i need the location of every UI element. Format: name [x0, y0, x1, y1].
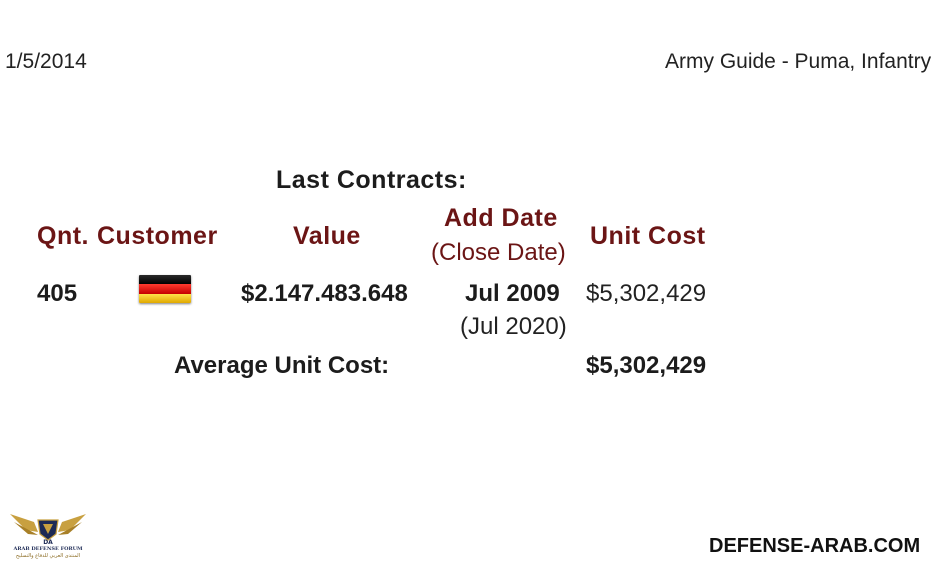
column-header-value: Value: [293, 222, 361, 250]
column-header-unit-cost: Unit Cost: [590, 222, 706, 250]
average-label: Average Unit Cost:: [174, 352, 390, 379]
average-value: $5,302,429: [586, 352, 707, 379]
row-qnt: 405: [37, 280, 78, 307]
row-unit-cost: $5,302,429: [586, 280, 707, 307]
row-close-date: (Jul 2020): [460, 313, 567, 340]
page-date: 1/5/2014: [5, 50, 87, 73]
column-header-qnt: Qnt.: [37, 222, 89, 250]
page-title: Army Guide - Puma, Infantry: [665, 50, 932, 73]
arab-defense-forum-logo: DA ARAB DEFENSE FORUM المنتدى العربي للد…: [8, 508, 88, 560]
section-title: Last Contracts:: [276, 166, 467, 194]
column-header-add-date: Add Date: [444, 204, 558, 232]
logo-arabic-text: المنتدى العربي للدفاع والتسليح: [15, 553, 81, 559]
column-header-customer: Customer: [97, 222, 218, 250]
site-watermark: DEFENSE-ARAB.COM: [709, 535, 921, 557]
logo-top-text: DA: [43, 539, 53, 546]
row-value: $2.147.483.648: [241, 280, 408, 307]
column-header-close-date: (Close Date): [431, 239, 566, 266]
logo-name-text: ARAB DEFENSE FORUM: [13, 546, 83, 552]
eagle-wings-icon: [10, 514, 86, 541]
germany-flag-icon: [139, 275, 191, 303]
row-add-date: Jul 2009: [465, 280, 560, 307]
